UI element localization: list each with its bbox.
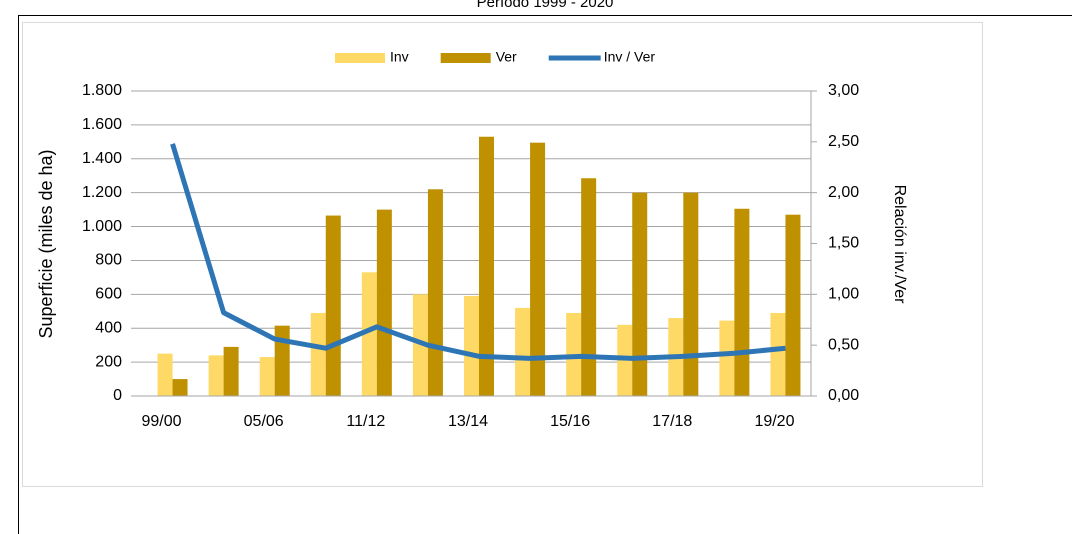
- y-tick-label: 1.600: [82, 116, 122, 133]
- bar: [515, 307, 531, 396]
- x-tick-label: 17/18: [652, 413, 692, 430]
- x-tick-label: 05/06: [244, 413, 284, 430]
- bar: [208, 355, 224, 396]
- y2-tick-label: 0,50: [828, 336, 859, 353]
- bar: [770, 312, 786, 396]
- x-tick-label: 11/12: [346, 413, 385, 430]
- outer-frame: [18, 15, 1072, 534]
- legend-swatch: [335, 53, 385, 63]
- bar: [734, 208, 750, 396]
- y2-tick-label: 0,00: [828, 387, 859, 404]
- line-series: [170, 143, 786, 361]
- bar: [361, 272, 377, 396]
- legend-label: Inv: [390, 49, 409, 65]
- bar: [274, 325, 290, 396]
- bar: [530, 142, 546, 396]
- bar: [479, 136, 494, 396]
- y-tick-label: 1.800: [82, 82, 122, 99]
- x-tick-label: 19/20: [754, 413, 794, 430]
- y-tick-label: 400: [95, 319, 122, 336]
- y-tick-label: 1.200: [82, 184, 122, 201]
- x-tick-label: 99/00: [142, 413, 182, 430]
- y2-axis-label: Relación inv./Ver: [891, 185, 908, 305]
- legend-label: Inv / Ver: [604, 49, 656, 65]
- y-tick-label: 800: [95, 252, 122, 269]
- chart-area: [22, 22, 983, 487]
- bar: [581, 178, 597, 396]
- y-tick-label: 1.400: [82, 150, 122, 167]
- chart-title: Período 1999 - 2020: [477, 0, 614, 11]
- y2-tick-label: 2,00: [828, 184, 859, 201]
- x-tick-label: 15/16: [550, 413, 590, 430]
- bar: [157, 353, 173, 396]
- bar: [325, 215, 341, 396]
- bar: [427, 189, 443, 396]
- bar: [223, 346, 239, 396]
- y2-tick-label: 3,00: [828, 82, 859, 99]
- y2-tick-label: 1,50: [828, 235, 859, 252]
- y-axis-label: Superficie (miles de ha): [36, 149, 56, 338]
- y-tick-label: 1.000: [82, 218, 122, 235]
- bar: [172, 379, 188, 396]
- bar: [632, 192, 648, 396]
- bar: [376, 209, 392, 396]
- bar: [683, 192, 699, 396]
- y-tick-label: 0: [113, 387, 122, 404]
- bar: [464, 296, 479, 396]
- bar: [719, 320, 735, 396]
- legend-label: Ver: [496, 49, 517, 65]
- y2-tick-label: 1,00: [828, 286, 859, 303]
- y-tick-label: 200: [95, 353, 122, 370]
- x-tick-label: 13/14: [448, 413, 488, 430]
- bar: [259, 357, 275, 396]
- bar: [785, 214, 801, 396]
- legend-swatch: [440, 53, 491, 63]
- y2-tick-label: 2,50: [828, 133, 859, 150]
- y-tick-label: 600: [95, 286, 122, 303]
- bar: [310, 312, 326, 396]
- bar: [412, 294, 428, 396]
